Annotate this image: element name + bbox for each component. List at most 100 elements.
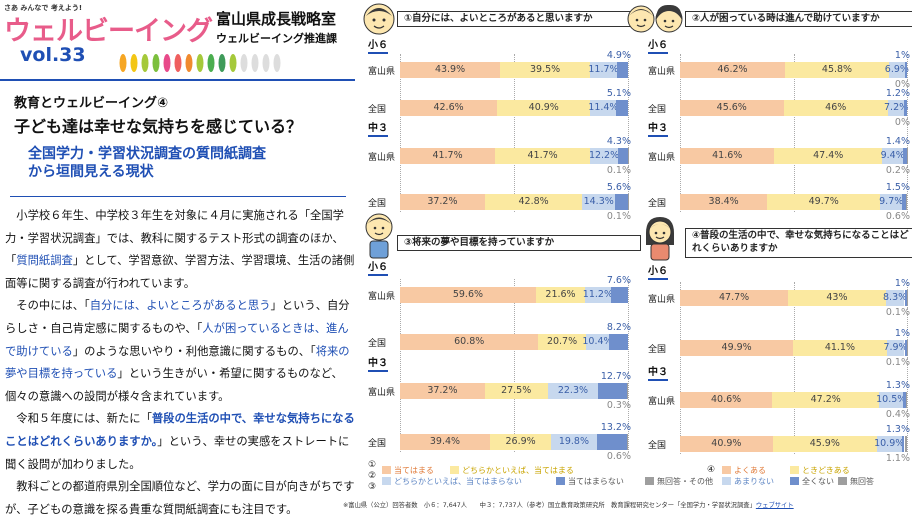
- data-label: 43.9%: [434, 64, 466, 75]
- data-label: 0.1%: [606, 211, 631, 222]
- legend-swatch: [450, 466, 459, 474]
- bar-segment: [885, 290, 905, 306]
- article-paragraph: その中には、「自分には、よいところがあると思う」という、自分らしさ・自己肯定感に…: [5, 295, 355, 408]
- highlighted-text: 質問紙調査: [16, 254, 73, 268]
- data-label: 60.8%: [454, 336, 485, 347]
- students-pair-icon: [627, 4, 683, 33]
- data-label: 12.7%: [600, 371, 631, 382]
- data-label: 0.3%: [606, 400, 631, 411]
- bar-segment: [680, 436, 773, 452]
- bar-segment: [886, 340, 905, 356]
- bar-segment: [680, 100, 784, 116]
- data-label: 21.6%: [545, 289, 576, 300]
- data-label: 0.4%: [885, 409, 910, 420]
- bar-segment: [906, 392, 907, 408]
- data-label: 4.3%: [606, 136, 631, 147]
- bar-segment: [680, 340, 794, 356]
- gridline: [793, 54, 795, 212]
- data-label: 47.7%: [718, 292, 750, 303]
- legend-label: 無回答: [850, 477, 874, 486]
- data-label: 0.6%: [885, 211, 910, 222]
- body-text-run: 」という、幸せの実感をストレートに聞く設問が加わりました。: [5, 434, 350, 471]
- bar-segment: [901, 436, 905, 452]
- bar-segment: [551, 434, 597, 450]
- body-text-run: 小学校６年生、中学校３年生を対象に４月に実施される「全国学力・学習状況調査」では…: [5, 209, 344, 268]
- body-text-run: 」という、自分らしさ・自己肯定感に関するものや、「: [5, 299, 350, 335]
- bar-segment: [904, 62, 907, 78]
- data-label: 12.2%: [588, 150, 620, 161]
- data-label: 42.8%: [518, 196, 549, 207]
- legend-item: よくある: [722, 466, 766, 476]
- legend-item: 無回答: [838, 477, 874, 487]
- highlighted-text: 人が困っているときは、進んで助けている: [5, 321, 349, 358]
- article-paragraph: 小学校６年生、中学校３年生を対象に４月に実施される「全国学力・学習状況調査」では…: [5, 205, 355, 295]
- data-label: 41.6%: [712, 150, 743, 161]
- bar-segment: [585, 334, 610, 350]
- data-label: 38.4%: [708, 196, 739, 207]
- subheading-line-2: から垣間見える現状: [28, 164, 154, 180]
- gridline: [907, 282, 908, 454]
- group-label: 中３: [648, 123, 668, 137]
- data-label: 46%: [825, 102, 847, 113]
- bar-segment: [535, 287, 586, 303]
- row-label: 富山県: [648, 67, 676, 77]
- volume-number: vol.33: [20, 44, 86, 66]
- bar-segment: [887, 100, 905, 116]
- data-label: 1.3%: [885, 424, 910, 435]
- legend-item: どちらかといえば、当てはまる: [450, 466, 574, 476]
- data-label: 39.5%: [530, 64, 561, 75]
- data-label: 1.2%: [885, 88, 910, 99]
- subheading: 全国学力・学習状況調査の質問紙調査 から垣間見える現状: [28, 145, 266, 181]
- org-line-2: ウェルビーイング推進課: [216, 32, 337, 45]
- data-label: 11.2%: [582, 289, 613, 300]
- data-label: 0.1%: [885, 357, 910, 368]
- data-label: 10.9%: [874, 438, 905, 449]
- org-line-1: 富山県成長戦略室: [216, 10, 337, 28]
- bar-segment: [767, 194, 881, 210]
- bar-segment: [904, 340, 907, 356]
- legend-item: 当てはまらない: [556, 477, 624, 487]
- highlighted-text: 普段の生活の中で、幸せな気持ちになることはどれくらいありますか。: [5, 412, 355, 448]
- data-label: 49.7%: [808, 196, 839, 207]
- bar-segment: [627, 194, 629, 210]
- data-label: 27.5%: [501, 385, 532, 396]
- source-link[interactable]: ウェブサイト: [755, 502, 794, 509]
- data-label: 1.4%: [885, 136, 910, 147]
- data-label: 10.4%: [582, 336, 613, 347]
- leaves-decoration-icon: [119, 54, 281, 72]
- bar-segment: [400, 334, 539, 350]
- brand-title: ウェルビーイング: [4, 16, 213, 47]
- data-label: 45.8%: [821, 64, 853, 75]
- bar-segment: [610, 287, 628, 303]
- gridline: [680, 54, 681, 212]
- section-label: 教育とウェルビーイング④: [14, 96, 169, 111]
- data-label: 46.2%: [717, 64, 748, 75]
- data-label: 5.6%: [606, 182, 631, 193]
- bar-segment: [788, 290, 886, 306]
- data-label: 0%: [894, 79, 910, 90]
- bar-segment: [617, 148, 628, 164]
- legend-item: 全くない: [790, 477, 834, 487]
- gridline: [514, 279, 515, 452]
- legend-label: よくある: [734, 466, 766, 475]
- group-label: 小６: [368, 40, 388, 54]
- data-label: 0.1%: [606, 165, 631, 176]
- body-text-run: 教科ごとの都道府県別全国順位など、学力の面に目が向きがちですが、子どもの意識を探…: [5, 480, 355, 516]
- data-label: 41.7%: [527, 150, 558, 161]
- group-label: 中３: [648, 367, 668, 381]
- bar-segment: [495, 148, 591, 164]
- bar-segment: [400, 148, 496, 164]
- chart-title: ②人が困っている時は進んで助けていますか: [685, 11, 912, 27]
- footnote-text: ※富山県（公立）回答者数 小６：7,647人 中３：7,737人（参考）国立教育…: [343, 502, 756, 509]
- divider: [0, 79, 355, 81]
- bar-segment: [538, 334, 586, 350]
- legend-marker: ②: [368, 471, 377, 481]
- chart-title: ③将来の夢や目標を持っていますか: [397, 235, 641, 251]
- data-label: 19.8%: [558, 436, 589, 447]
- data-label: 4.9%: [606, 50, 631, 61]
- bar-segment: [680, 148, 775, 164]
- data-label: 1.3%: [885, 380, 910, 391]
- bar-segment: [627, 148, 629, 164]
- legend-item: あまりない: [722, 477, 774, 487]
- legend-swatch: [382, 466, 391, 474]
